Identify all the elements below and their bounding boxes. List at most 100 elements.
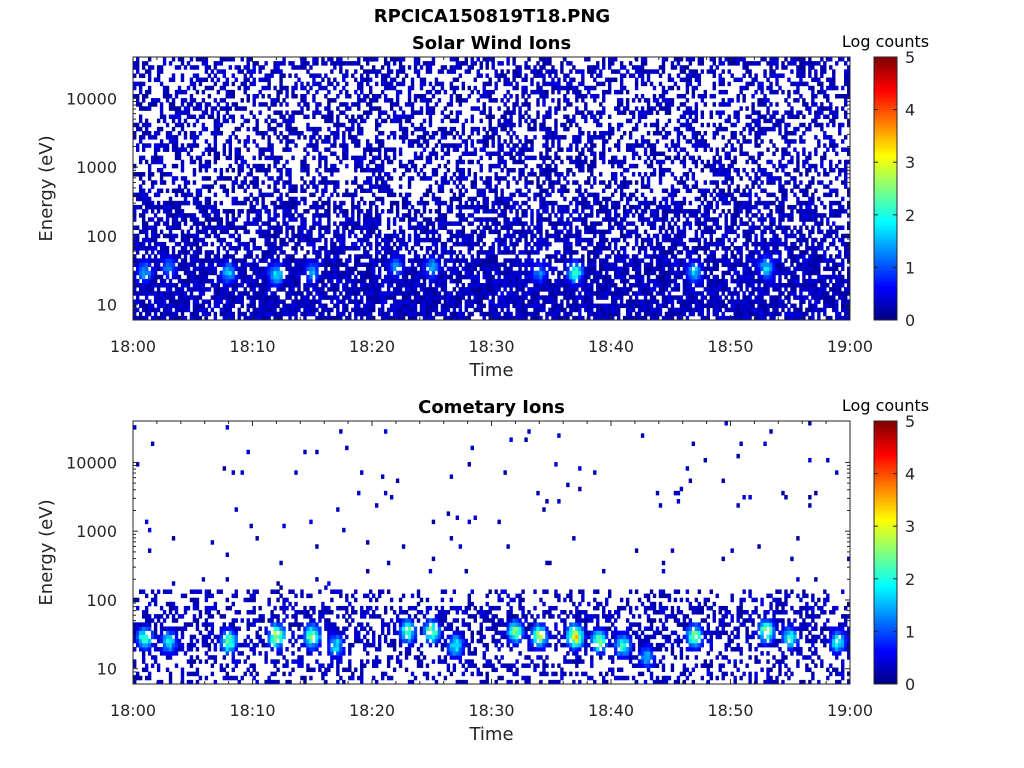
heatmap-cell (383, 188, 388, 194)
heatmap-cell (551, 291, 555, 296)
heatmap-cell (195, 106, 200, 111)
heatmap-cell (554, 254, 558, 259)
heatmap-cell (255, 229, 259, 235)
heatmap-cell (255, 126, 259, 132)
heatmap-cell (222, 283, 227, 288)
heatmap-cell (333, 85, 337, 91)
heatmap-cell (267, 81, 271, 87)
heatmap-cell (467, 213, 471, 218)
heatmap-cell (377, 114, 382, 120)
heatmap-cell (515, 291, 519, 296)
heatmap-cell (422, 315, 427, 321)
heatmap-cell (374, 299, 379, 304)
heatmap-cell (545, 143, 549, 148)
heatmap-cell (183, 283, 188, 288)
heatmap-cell (216, 217, 221, 222)
heatmap-cell (425, 159, 430, 165)
heatmap-cell (201, 274, 206, 280)
heatmap-cell (542, 200, 546, 206)
heatmap-cell (530, 270, 534, 276)
heatmap-cell (315, 274, 319, 280)
heatmap-cell (386, 258, 391, 263)
heatmap-cell (297, 229, 301, 235)
heatmap-cell (366, 114, 370, 120)
heatmap-cell (210, 69, 215, 74)
heatmap-cell (485, 258, 489, 263)
heatmap-cell (536, 241, 540, 247)
heatmap-cell (503, 283, 507, 288)
heatmap-cell (383, 274, 388, 280)
heatmap-cell (401, 204, 406, 210)
heatmap-cell (488, 258, 492, 263)
heatmap-cell (141, 283, 146, 288)
heatmap-cell (189, 57, 194, 62)
heatmap-cell (476, 241, 480, 247)
heatmap-cell (234, 237, 238, 243)
heatmap-cell (542, 73, 546, 78)
heatmap-cell (189, 98, 194, 103)
heatmap-cell (246, 262, 250, 267)
heatmap-cell (291, 118, 295, 124)
heatmap-cell (536, 221, 540, 226)
heatmap-cell (153, 147, 158, 152)
heatmap-cell (342, 147, 346, 152)
heatmap-cell (282, 221, 286, 226)
heatmap-cell (539, 229, 543, 235)
heatmap-cell (452, 147, 457, 152)
heatmap-cell (252, 77, 256, 83)
heatmap-cell (386, 85, 391, 91)
heatmap-cell (339, 221, 343, 226)
heatmap-cell (386, 270, 391, 276)
heatmap-cell (389, 233, 394, 239)
heatmap-cell (473, 85, 477, 91)
heatmap-cell (431, 315, 436, 321)
heatmap-cell (374, 233, 379, 239)
heatmap-cell (135, 291, 140, 296)
heatmap-cell (333, 209, 337, 214)
heatmap-cell (147, 172, 152, 177)
heatmap-cell (135, 61, 140, 66)
heatmap-cell (479, 229, 483, 235)
heatmap-cell (330, 258, 334, 263)
heatmap-cell (198, 229, 203, 235)
heatmap-cell (309, 65, 313, 70)
heatmap-cell (413, 311, 418, 317)
heatmap-cell (258, 229, 262, 235)
heatmap-cell (309, 143, 313, 148)
heatmap-cell (336, 204, 340, 210)
heatmap-cell (348, 299, 352, 304)
heatmap-cell (416, 254, 421, 259)
heatmap-cell (180, 73, 185, 78)
heatmap-cell (476, 139, 480, 144)
heatmap-cell (446, 180, 451, 185)
heatmap-cell (407, 250, 412, 255)
heatmap-cell (416, 209, 421, 214)
heatmap-cell (264, 229, 268, 235)
heatmap-cell (327, 307, 331, 313)
heatmap-cell (231, 167, 235, 173)
heatmap-cell (345, 61, 349, 66)
heatmap-cell (363, 278, 367, 284)
heatmap-cell (482, 258, 486, 263)
heatmap-cell (398, 237, 403, 243)
heatmap-cell (327, 258, 331, 263)
heatmap-cell (291, 258, 295, 263)
heatmap-cell (536, 89, 540, 95)
heatmap-cell (276, 188, 280, 194)
heatmap-cell (234, 274, 238, 280)
heatmap-cell (168, 303, 173, 309)
heatmap-cell (219, 274, 224, 280)
heatmap-cell (440, 241, 445, 247)
heatmap-cell (219, 61, 224, 66)
heatmap-cell (141, 98, 146, 103)
heatmap-cell (225, 209, 229, 214)
heatmap-cell (201, 61, 206, 66)
heatmap-cell (180, 258, 185, 263)
heatmap-cell (398, 299, 403, 304)
heatmap-cell (536, 180, 540, 185)
heatmap-cell (213, 311, 218, 317)
heatmap-cell (357, 221, 361, 226)
heatmap-cell (386, 147, 391, 152)
heatmap-cell (392, 192, 397, 198)
heatmap-cell (479, 233, 483, 239)
